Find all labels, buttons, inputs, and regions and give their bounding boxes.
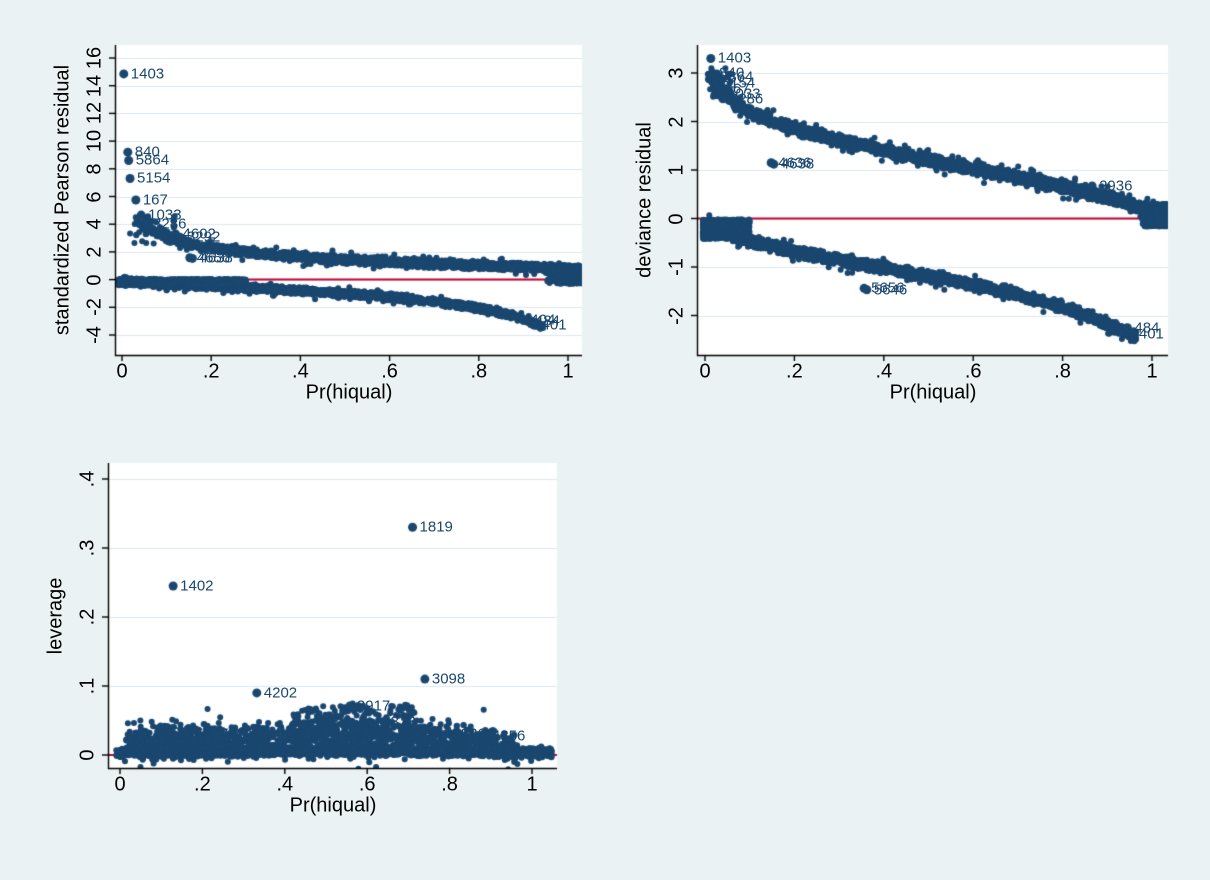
deviance-point-label: 5646: [873, 281, 908, 299]
leverage-y-tick-label: 0: [76, 749, 99, 761]
pearson-point-label: 6836: [282, 282, 317, 300]
leverage-y-tick-label: .2: [76, 608, 99, 626]
leverage-x-tick-label: .6: [358, 773, 376, 796]
leverage-y-tick-label: .1: [76, 677, 99, 695]
pearson-y-tick-label: 12: [83, 102, 106, 125]
deviance-x-tick-label: .4: [875, 360, 893, 383]
deviance-y-tick-label: -1: [665, 258, 688, 276]
leverage-point-label: 4356: [492, 727, 526, 745]
pearson-x-tick-label: 1: [562, 360, 574, 383]
deviance-x-tick-label: 1: [1146, 360, 1158, 383]
deviance-x-tick-label: .8: [1054, 360, 1071, 383]
pearson-point-label: 5154: [137, 169, 171, 187]
deviance-y-tick-label: 1: [665, 164, 688, 176]
pearson-point-label: 4656: [196, 249, 231, 267]
pearson-point-label: 484: [534, 312, 560, 330]
leverage-point-label: 373: [390, 713, 416, 731]
pearson-x-tick-label: .2: [202, 360, 220, 383]
leverage-point-label: 3917: [356, 697, 391, 715]
deviance-point-label: 2936: [1099, 177, 1133, 195]
leverage-x-tick-label: 1: [526, 773, 538, 796]
pearson-y-tick-label: -2: [83, 298, 106, 317]
deviance-y-tick-label: 0: [665, 212, 688, 225]
deviance-point-label: 4638: [780, 155, 815, 173]
pearson-y-axis-title: standardized Pearson residual: [51, 64, 74, 336]
leverage-point-label: 4202: [263, 684, 298, 702]
deviance-y-tick-label: -2: [665, 306, 688, 325]
pearson-y-tick-label: 14: [83, 74, 106, 97]
pearson-y-tick-label: 0: [83, 274, 106, 286]
deviance-point-label: 167: [724, 80, 750, 98]
pearson-point-label: 4638: [199, 249, 233, 267]
pearson-x-tick-label: .8: [470, 360, 488, 383]
deviance-point-label: 1033: [727, 85, 761, 103]
leverage-x-tick-label: .4: [276, 773, 294, 796]
pearson-y-tick-label: 16: [83, 46, 106, 70]
deviance-point-label: 401: [1138, 325, 1164, 343]
pearson-point-label: 3286: [153, 215, 187, 233]
deviance-x-tick-label: .2: [786, 360, 803, 383]
pearson-x-axis-title: Pr(hiqual): [305, 381, 393, 404]
pearson-x-tick-label: 0: [116, 360, 128, 383]
deviance-x-tick-label: .6: [964, 360, 982, 383]
leverage-point-label: 786: [174, 724, 200, 742]
leverage-point-label: 4826: [452, 725, 486, 743]
deviance-y-tick-label: 3: [665, 67, 688, 79]
leverage-x-tick-label: .8: [441, 773, 458, 796]
deviance-point-label: 5864: [720, 68, 754, 86]
deviance-point-label: 3286: [729, 90, 764, 108]
deviance-point-label: 5154: [721, 74, 756, 92]
pearson-point-label: 1033: [148, 206, 182, 224]
leverage-y-axis-title: leverage: [44, 577, 67, 655]
pearson-point-label: 4602: [182, 225, 216, 243]
leverage-x-tick-label: .2: [194, 773, 211, 796]
deviance-point-label: 484: [1134, 319, 1160, 337]
deviance-x-tick-label: 0: [699, 360, 711, 383]
leverage-point-label: 1952: [151, 723, 186, 741]
deviance-point-label: 1403: [717, 49, 752, 67]
deviance-y-tick-label: 2: [665, 115, 688, 128]
pearson-point-label: 401: [541, 316, 567, 334]
deviance-point-label: 4636: [778, 154, 812, 172]
pearson-x-tick-label: .6: [381, 360, 398, 383]
pearson-y-tick-label: 10: [83, 129, 106, 153]
deviance-x-axis-title: Pr(hiqual): [889, 381, 977, 404]
pearson-y-tick-label: 2: [83, 246, 106, 258]
leverage-y-tick-label: .3: [76, 539, 99, 557]
pearson-y-tick-label: 8: [83, 163, 106, 175]
pearson-y-tick-label: 6: [83, 190, 106, 203]
deviance-point-label: 840: [719, 64, 745, 82]
pearson-point-label: 404: [530, 311, 556, 329]
leverage-point-label: 1503: [221, 725, 256, 743]
leverage-point-label: 1402: [180, 577, 214, 595]
leverage-point-label: 3098: [431, 670, 466, 688]
leverage-x-tick-label: 0: [114, 773, 126, 796]
leverage-point-label: 5757: [194, 725, 229, 743]
pearson-point-label: 3292: [186, 228, 221, 246]
deviance-y-axis-title: deviance residual: [633, 122, 656, 278]
pearson-point-label: 167: [142, 191, 168, 209]
pearson-point-label: 840: [134, 143, 160, 161]
pearson-y-tick-label: 4: [83, 218, 106, 230]
deviance-point-label: 5656: [871, 279, 905, 297]
pearson-y-tick-label: -4: [83, 326, 106, 344]
leverage-x-axis-title: Pr(hiqual): [289, 794, 377, 817]
leverage-y-tick-label: .4: [76, 470, 99, 488]
leverage-point-label: 1819: [419, 518, 453, 536]
pearson-point-label: 1403: [130, 65, 165, 83]
pearson-x-tick-label: .4: [292, 360, 309, 383]
pearson-point-label: 5864: [135, 151, 170, 169]
